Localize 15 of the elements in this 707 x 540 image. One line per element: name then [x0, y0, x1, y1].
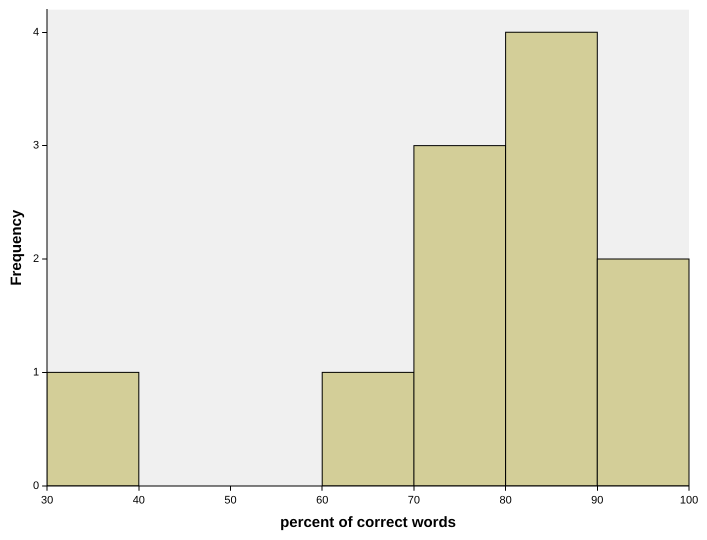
x-tick-label: 50 [224, 494, 237, 506]
y-axis-title: Frequency [8, 209, 26, 286]
x-axis-title: percent of correct words [280, 514, 456, 532]
x-tick-label: 40 [132, 494, 145, 506]
y-tick-label: 3 [32, 140, 40, 152]
x-tick-label: 30 [40, 494, 54, 506]
x-tick-label: 70 [408, 494, 420, 506]
x-tick-label: 90 [591, 494, 604, 506]
y-tick-label: 4 [32, 26, 40, 38]
y-tick-label: 0 [32, 480, 40, 492]
x-tick-label: 100 [680, 494, 698, 506]
x-tick-label: 80 [499, 494, 512, 506]
y-tick-label: 1 [32, 366, 40, 378]
x-tick-label: 60 [316, 494, 328, 506]
y-tick-label: 2 [32, 253, 40, 266]
